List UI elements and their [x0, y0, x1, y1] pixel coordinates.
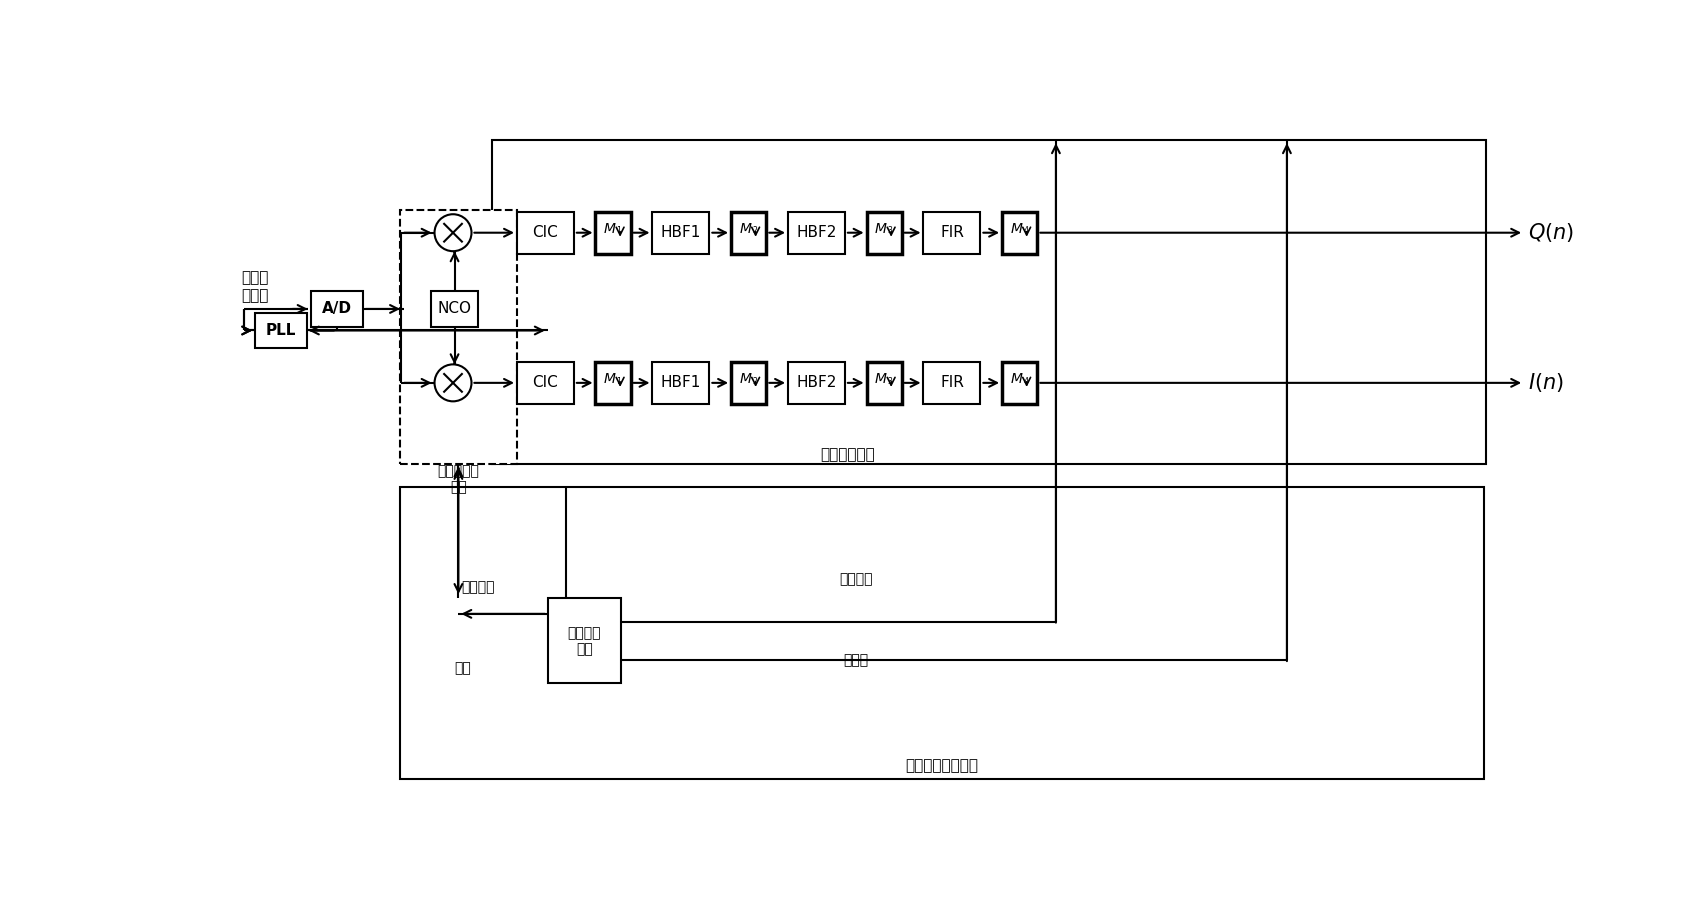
Bar [516, 211, 574, 254]
Bar [1002, 362, 1037, 404]
Bar [924, 211, 980, 254]
Bar [594, 362, 630, 404]
Bar [492, 141, 1484, 464]
Text: $M$: $M$ [1009, 221, 1022, 236]
Text: $_4$: $_4$ [1022, 375, 1029, 388]
Text: $_2$: $_2$ [751, 225, 757, 237]
Text: FIR: FIR [939, 225, 963, 240]
Bar [430, 291, 479, 326]
Text: 抽取率: 抽取率 [842, 653, 868, 667]
Bar [255, 312, 307, 348]
Text: HBF2: HBF2 [796, 225, 835, 240]
Bar [866, 362, 902, 404]
Bar [730, 362, 766, 404]
Text: $M$: $M$ [739, 372, 752, 386]
Text: CIC: CIC [531, 225, 559, 240]
Text: 射频接
收信号: 射频接 收信号 [241, 270, 268, 302]
Text: $M$: $M$ [874, 372, 888, 386]
Bar [311, 291, 363, 326]
Text: 参数自动配置模块: 参数自动配置模块 [905, 758, 978, 773]
Bar [788, 362, 844, 404]
Text: $_3$: $_3$ [886, 225, 893, 237]
Text: 参数控制
模块: 参数控制 模块 [567, 626, 601, 656]
Text: PLL: PLL [267, 323, 297, 338]
Text: 频点选择: 频点选择 [462, 580, 494, 594]
Bar [399, 487, 1482, 779]
Text: $M$: $M$ [739, 221, 752, 236]
Bar [788, 211, 844, 254]
Text: $M$: $M$ [1009, 372, 1022, 386]
Text: FIR: FIR [939, 375, 963, 391]
Text: A/D: A/D [321, 301, 351, 316]
Bar [594, 211, 630, 254]
Text: 数字下变频
模块: 数字下变频 模块 [436, 464, 479, 494]
Bar [1002, 211, 1037, 254]
Text: 时钟: 时钟 [455, 661, 470, 675]
Text: 滤波系数: 滤波系数 [839, 573, 873, 586]
Bar [652, 211, 710, 254]
Bar [547, 598, 620, 683]
Text: HBF2: HBF2 [796, 375, 835, 391]
Text: $I(n)$: $I(n)$ [1527, 371, 1562, 394]
Bar [516, 362, 574, 404]
Text: HBF1: HBF1 [661, 225, 701, 240]
Bar [652, 362, 710, 404]
Text: NCO: NCO [438, 301, 472, 316]
Text: $_3$: $_3$ [886, 375, 893, 388]
Bar [866, 211, 902, 254]
Text: $M$: $M$ [603, 221, 616, 236]
Text: HBF1: HBF1 [661, 375, 701, 391]
Text: $_1$: $_1$ [616, 225, 621, 237]
Bar [399, 210, 516, 464]
Text: $M$: $M$ [603, 372, 616, 386]
Text: CIC: CIC [531, 375, 559, 391]
Bar [924, 362, 980, 404]
Text: $_1$: $_1$ [616, 375, 621, 388]
Circle shape [435, 364, 472, 402]
Text: $_2$: $_2$ [751, 375, 757, 388]
Text: $Q(n)$: $Q(n)$ [1527, 221, 1572, 244]
Circle shape [435, 214, 472, 251]
Text: $M$: $M$ [874, 221, 888, 236]
Text: 抽取滤波模块: 抽取滤波模块 [820, 447, 874, 462]
Bar [730, 211, 766, 254]
Text: $_4$: $_4$ [1022, 225, 1029, 237]
